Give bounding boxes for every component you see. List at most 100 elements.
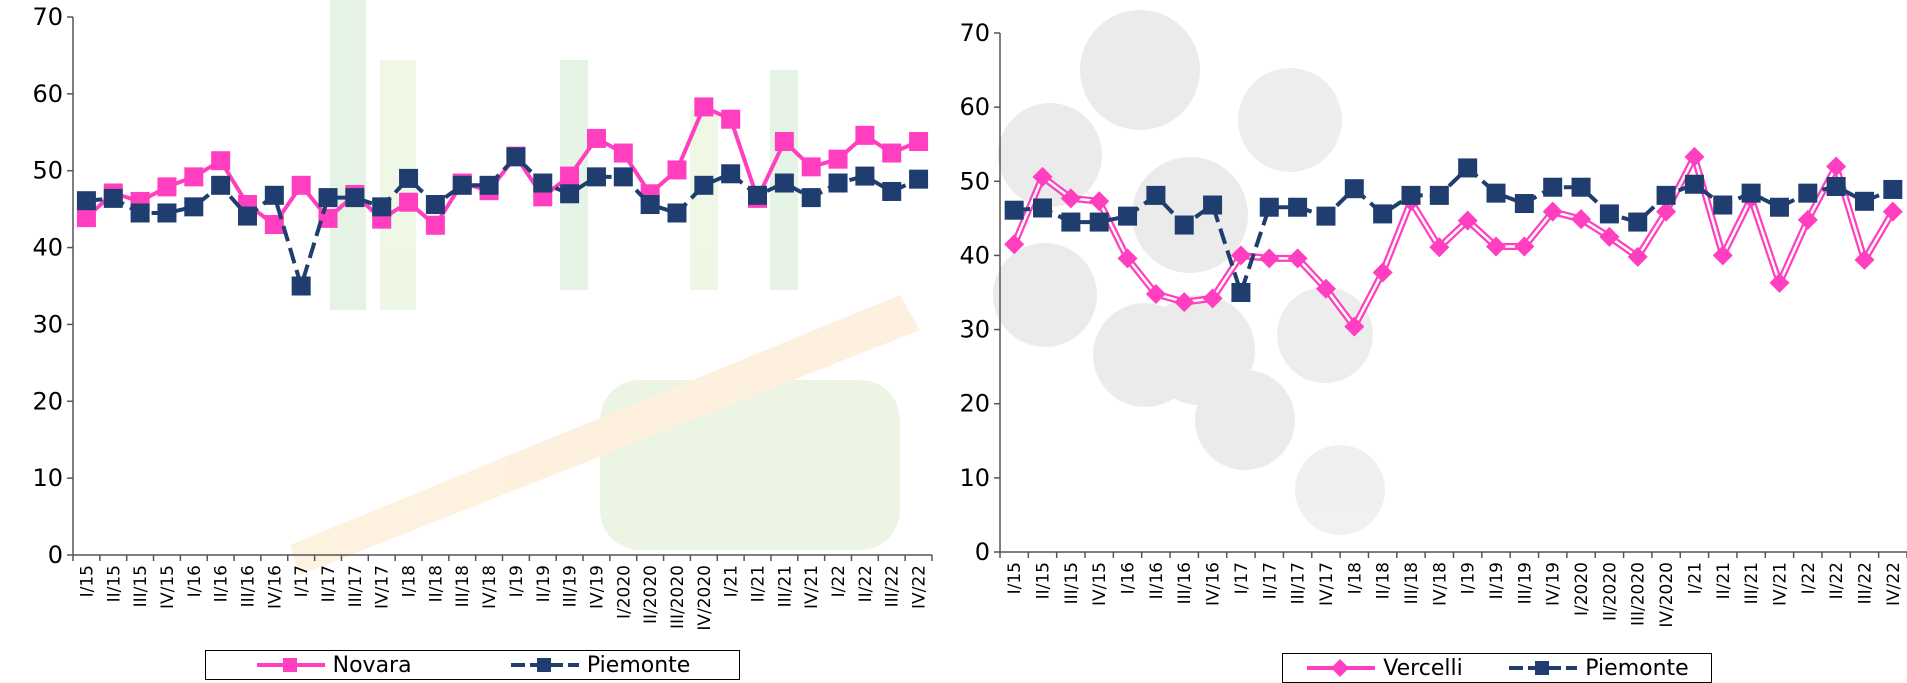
data-point-vercelli (1259, 248, 1280, 269)
bg-key-6 (1145, 295, 1255, 405)
x-tick-label: III/15 (131, 565, 151, 607)
y-tick-label: 10 (959, 464, 990, 492)
data-point-vercelli (1287, 248, 1308, 269)
data-point-piemonte (1486, 183, 1506, 203)
x-tick-label: II/22 (856, 565, 876, 602)
bg-key-4 (1238, 68, 1342, 172)
x-tick-label: I/21 (722, 565, 742, 597)
x-tick-label: III/16 (238, 565, 258, 607)
data-point-novara (721, 109, 741, 129)
bg-key-8 (1195, 370, 1295, 470)
data-point-piemonte (801, 188, 821, 208)
data-point-novara (667, 160, 687, 180)
vercelli-chart: 0 10 20 30 40 50 60 70 I/15 II/15 III/15 IV/15 I/16 I… (940, 0, 1907, 683)
x-tick-label: IV/2020 (695, 565, 715, 631)
x-tick-label: III/18 (453, 565, 473, 607)
x-tick-label: IV/17 (1317, 562, 1337, 606)
x-tick-label: IV/16 (1204, 562, 1224, 606)
data-point-piemonte (1798, 183, 1818, 203)
data-point-vercelli (1854, 249, 1875, 270)
x-tick-label: IV/21 (802, 565, 822, 609)
data-point-novara (613, 143, 633, 163)
x-tick-label: IV/2020 (1657, 562, 1677, 628)
x-tick-label: IV/18 (1430, 562, 1450, 606)
data-point-vercelli (1145, 283, 1166, 304)
data-point-piemonte (1203, 195, 1223, 215)
data-point-vercelli (1315, 278, 1336, 299)
data-point-piemonte (1656, 185, 1676, 205)
data-point-piemonte (130, 203, 150, 223)
data-point-piemonte (318, 188, 338, 208)
data-point-vercelli (1060, 188, 1081, 209)
data-point-piemonte (1231, 283, 1251, 302)
data-point-vercelli (1656, 201, 1677, 222)
legend-item-piemonte-2: Piemonte (1507, 656, 1689, 681)
data-point-vercelli (1542, 201, 1563, 222)
data-point-piemonte (1514, 194, 1534, 214)
data-point-piemonte (1599, 204, 1619, 224)
y-tick-label: 20 (32, 387, 63, 415)
y-tick-label: 60 (32, 80, 63, 108)
y-tick-label: 50 (959, 167, 990, 195)
data-point-piemonte (1543, 177, 1563, 197)
bg-key-10 (1295, 445, 1385, 535)
data-point-piemonte (748, 185, 768, 205)
data-point-vercelli (1089, 191, 1110, 212)
data-point-vercelli (1344, 316, 1365, 337)
legend-label-piemonte: Piemonte (586, 652, 691, 678)
bg-pie (600, 380, 900, 550)
data-point-vercelli (1457, 210, 1478, 231)
bg-key-3 (998, 103, 1102, 207)
data-point-novara (909, 132, 929, 152)
x-tick-label: IV/18 (480, 565, 500, 609)
novara-legend: Novara Piemonte (205, 650, 740, 680)
x-tick-label: I/19 (507, 565, 527, 597)
x-tick-label: III/2020 (668, 565, 688, 629)
data-point-novara (211, 151, 231, 171)
x-tick-label: II/15 (104, 565, 124, 602)
x-tick-label: III/15 (1062, 562, 1082, 604)
bg-pencil (290, 295, 920, 575)
x-tick-label: III/21 (1742, 562, 1762, 604)
data-point-piemonte (586, 167, 606, 187)
bg-key-1 (1080, 10, 1200, 130)
novara-plot: 0 10 20 30 40 50 60 70 I/15 II/15 III/15 IV/15 I/16 I… (32, 3, 933, 631)
data-point-novara (586, 128, 606, 148)
bg-key-7 (1093, 303, 1197, 407)
x-tick-label: III/22 (883, 565, 903, 607)
x-tick-label: III/19 (1515, 562, 1535, 604)
data-point-piemonte (425, 195, 445, 215)
data-point-piemonte (264, 185, 284, 205)
data-point-piemonte (533, 173, 553, 193)
data-point-vercelli (1627, 246, 1648, 267)
data-point-piemonte (76, 191, 96, 211)
x-tick-label: I/17 (1232, 562, 1252, 594)
data-point-piemonte (291, 276, 311, 296)
data-point-novara (425, 215, 445, 235)
x-tick-label: II/19 (534, 565, 554, 602)
data-point-piemonte (1458, 158, 1478, 178)
y-tick-label: 40 (959, 241, 990, 269)
x-tick-label: IV/16 (265, 565, 285, 609)
x-tick-label: II/2020 (641, 565, 661, 624)
data-point-vercelli (1372, 262, 1393, 283)
data-point-piemonte (1174, 215, 1194, 235)
data-point-novara (184, 167, 204, 187)
data-point-piemonte (452, 175, 472, 195)
data-point-piemonte (828, 173, 848, 193)
legend-item-vercelli: Vercelli (1305, 656, 1463, 681)
data-point-piemonte (372, 197, 392, 217)
data-point-piemonte (1826, 176, 1846, 196)
data-point-piemonte (1769, 197, 1789, 217)
x-tick-label: I/18 (400, 565, 420, 597)
data-point-piemonte (1259, 197, 1279, 217)
legend-item-novara: Novara (255, 653, 412, 678)
x-tick-label: II/22 (1827, 562, 1847, 599)
x-tick-label: I/17 (292, 565, 312, 597)
data-point-novara (157, 177, 177, 197)
y-tick-label: 30 (32, 310, 63, 338)
x-tick-label: III/17 (1289, 562, 1309, 604)
data-point-piemonte (1571, 177, 1591, 197)
data-point-piemonte (1061, 212, 1081, 232)
data-point-piemonte (882, 181, 902, 201)
